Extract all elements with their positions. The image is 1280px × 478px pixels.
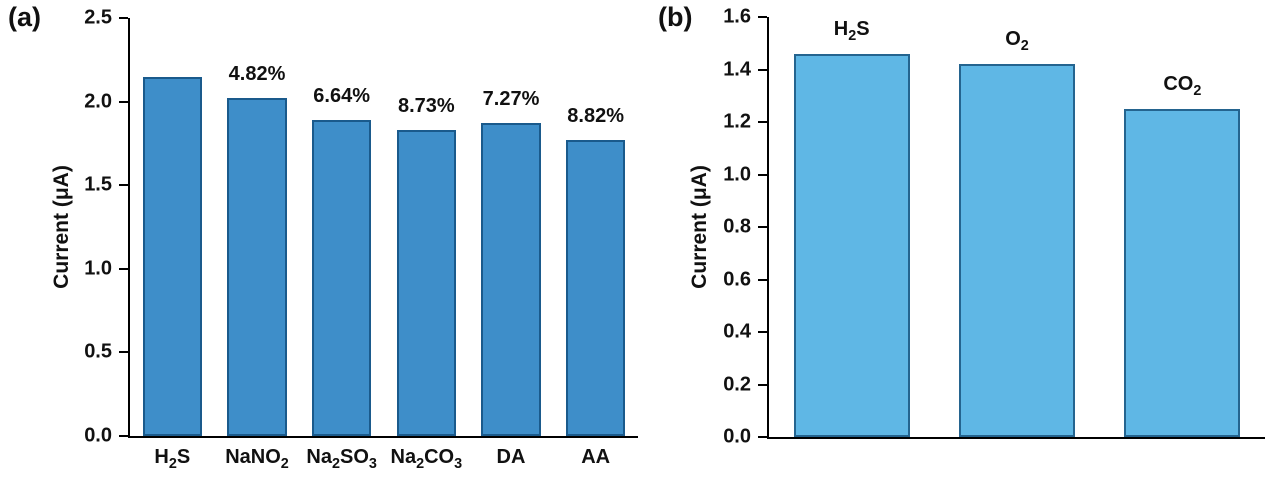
category-label-AA: AA [581, 446, 611, 468]
category-label-Na2CO3: Na2CO3 [390, 446, 463, 472]
bar-value-label: 7.27% [482, 88, 540, 111]
bar-value-label: 8.82% [567, 105, 625, 128]
category-label-NaNO2: NaNO2 [225, 446, 289, 472]
bar-Na2CO3 [396, 130, 456, 436]
y-tick-mark [758, 383, 767, 386]
panel-b-label: (b) [658, 2, 693, 32]
y-tick-mark [758, 436, 767, 438]
y-tick-mark [119, 351, 128, 354]
bar-H2S [142, 76, 202, 436]
y-tick-label: 0.5 [84, 340, 112, 363]
y-tick-mark [758, 278, 767, 281]
y-tick-label: 0.6 [723, 268, 751, 290]
bar-value-label: 6.64% [313, 85, 371, 107]
category-label-H2S: H2S [833, 17, 870, 44]
y-tick-label: 1.0 [723, 163, 751, 185]
panel-b: (b) Current (μA) 0.0 0.2 0.4 0.6 0.8 1.0 1.2 1.… [650, 0, 1280, 478]
y-tick-label: 1.5 [84, 173, 112, 196]
y-tick-mark [758, 226, 767, 228]
panel-b-plot-area: 0.0 0.2 0.4 0.6 0.8 1.0 1.2 1.4 1.6 H2S O2 CO2 [723, 6, 1265, 448]
y-tick-label: 1.4 [723, 58, 751, 80]
y-tick-label: 2.5 [84, 6, 112, 29]
y-tick-label: 0.8 [723, 215, 751, 238]
y-tick-mark [119, 184, 128, 187]
y-tick-mark [758, 68, 767, 71]
y-tick-label: 1.6 [723, 5, 751, 28]
category-label-O2: O2 [1005, 28, 1029, 55]
panel-a-plot-area: 0.0 0.5 1.0 1.5 2.0 2.5 H2S 4.82% NaNO2 6.64% Na2S… [84, 7, 638, 472]
category-label-Na2SO3: Na2SO3 [306, 446, 377, 472]
category-label-CO2: CO2 [1163, 72, 1202, 99]
y-tick-label: 2.0 [84, 90, 112, 113]
panel-a: (a) Current (μA) 0.0 0.5 1.0 1.5 2.0 2.5 H2S 4.… [8, 2, 638, 472]
bar-AA [566, 140, 626, 436]
bar-Na2SO3 [312, 120, 372, 436]
bar-DA [481, 123, 541, 436]
y-tick-mark [758, 173, 767, 176]
y-tick-label: 1.0 [84, 257, 112, 280]
y-tick-mark [758, 331, 767, 333]
y-tick-label: 0.4 [723, 320, 751, 343]
y-tick-label: 1.2 [723, 110, 751, 133]
bar-CO2 [1124, 108, 1241, 437]
bar-NaNO2 [227, 98, 287, 436]
y-tick-mark [119, 267, 128, 270]
bar-value-label: 8.73% [397, 95, 455, 118]
y-tick-mark [758, 16, 767, 18]
y-tick-label: 0.2 [723, 373, 751, 395]
category-label-H2S: H2S [154, 446, 191, 472]
y-tick-label: 0.0 [723, 425, 751, 448]
y-tick-mark [119, 17, 128, 19]
y-tick-label: 0.0 [84, 424, 112, 447]
y-tick-mark [758, 121, 767, 123]
panel-a-label: (a) [8, 2, 41, 32]
bar-value-label: 4.82% [228, 63, 286, 86]
bar-O2 [959, 64, 1075, 437]
y-tick-mark [119, 435, 128, 437]
y-tick-mark [119, 100, 128, 103]
bar-H2S [793, 53, 910, 437]
category-label-DA: DA [496, 446, 526, 468]
